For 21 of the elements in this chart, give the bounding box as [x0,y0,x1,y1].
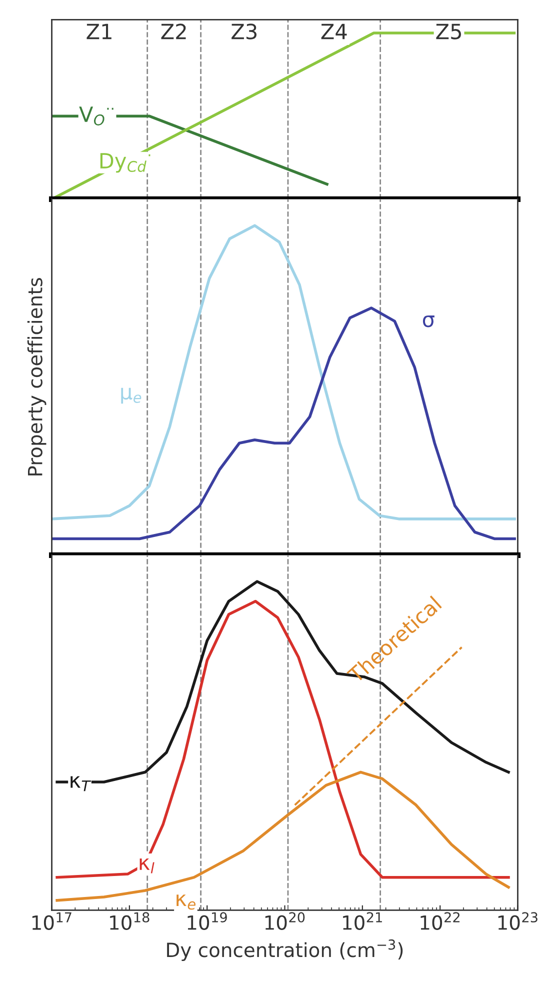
annotation: Z1 [86,24,112,40]
annotation: Z5 [436,24,461,40]
annotation: Z3 [232,24,256,40]
series-label: σ [422,316,434,328]
x-tick-label: 10$^{23}$ [498,912,538,930]
series-label: κ$_{l}$ [140,858,154,874]
x-tick-label: 10$^{20}$ [265,912,305,930]
annotation: Z2 [161,24,186,40]
x-tick-label: 10$^{22}$ [420,912,460,930]
x-tick-label: 10$^{21}$ [343,912,382,930]
series-label: V$_{O}$$^{··}$ [79,106,114,126]
x-axis-title: Dy concentration (cm$^{−3}$) [167,939,403,962]
series-label: Dy$_{Cd}$$^{·}$ [100,153,150,173]
x-tick-label: 10$^{17}$ [32,912,72,930]
annotation: Z4 [321,24,347,40]
series-label: μ$_{e}$ [121,388,142,404]
x-tick-label: 10$^{19}$ [188,912,227,930]
x-tick-label: 10$^{18}$ [110,912,150,930]
series-label: κ$_{T}$ [70,776,92,792]
series-label: κ$_{e}$ [176,894,196,910]
y-axis-title: Property coefficients [27,278,46,476]
